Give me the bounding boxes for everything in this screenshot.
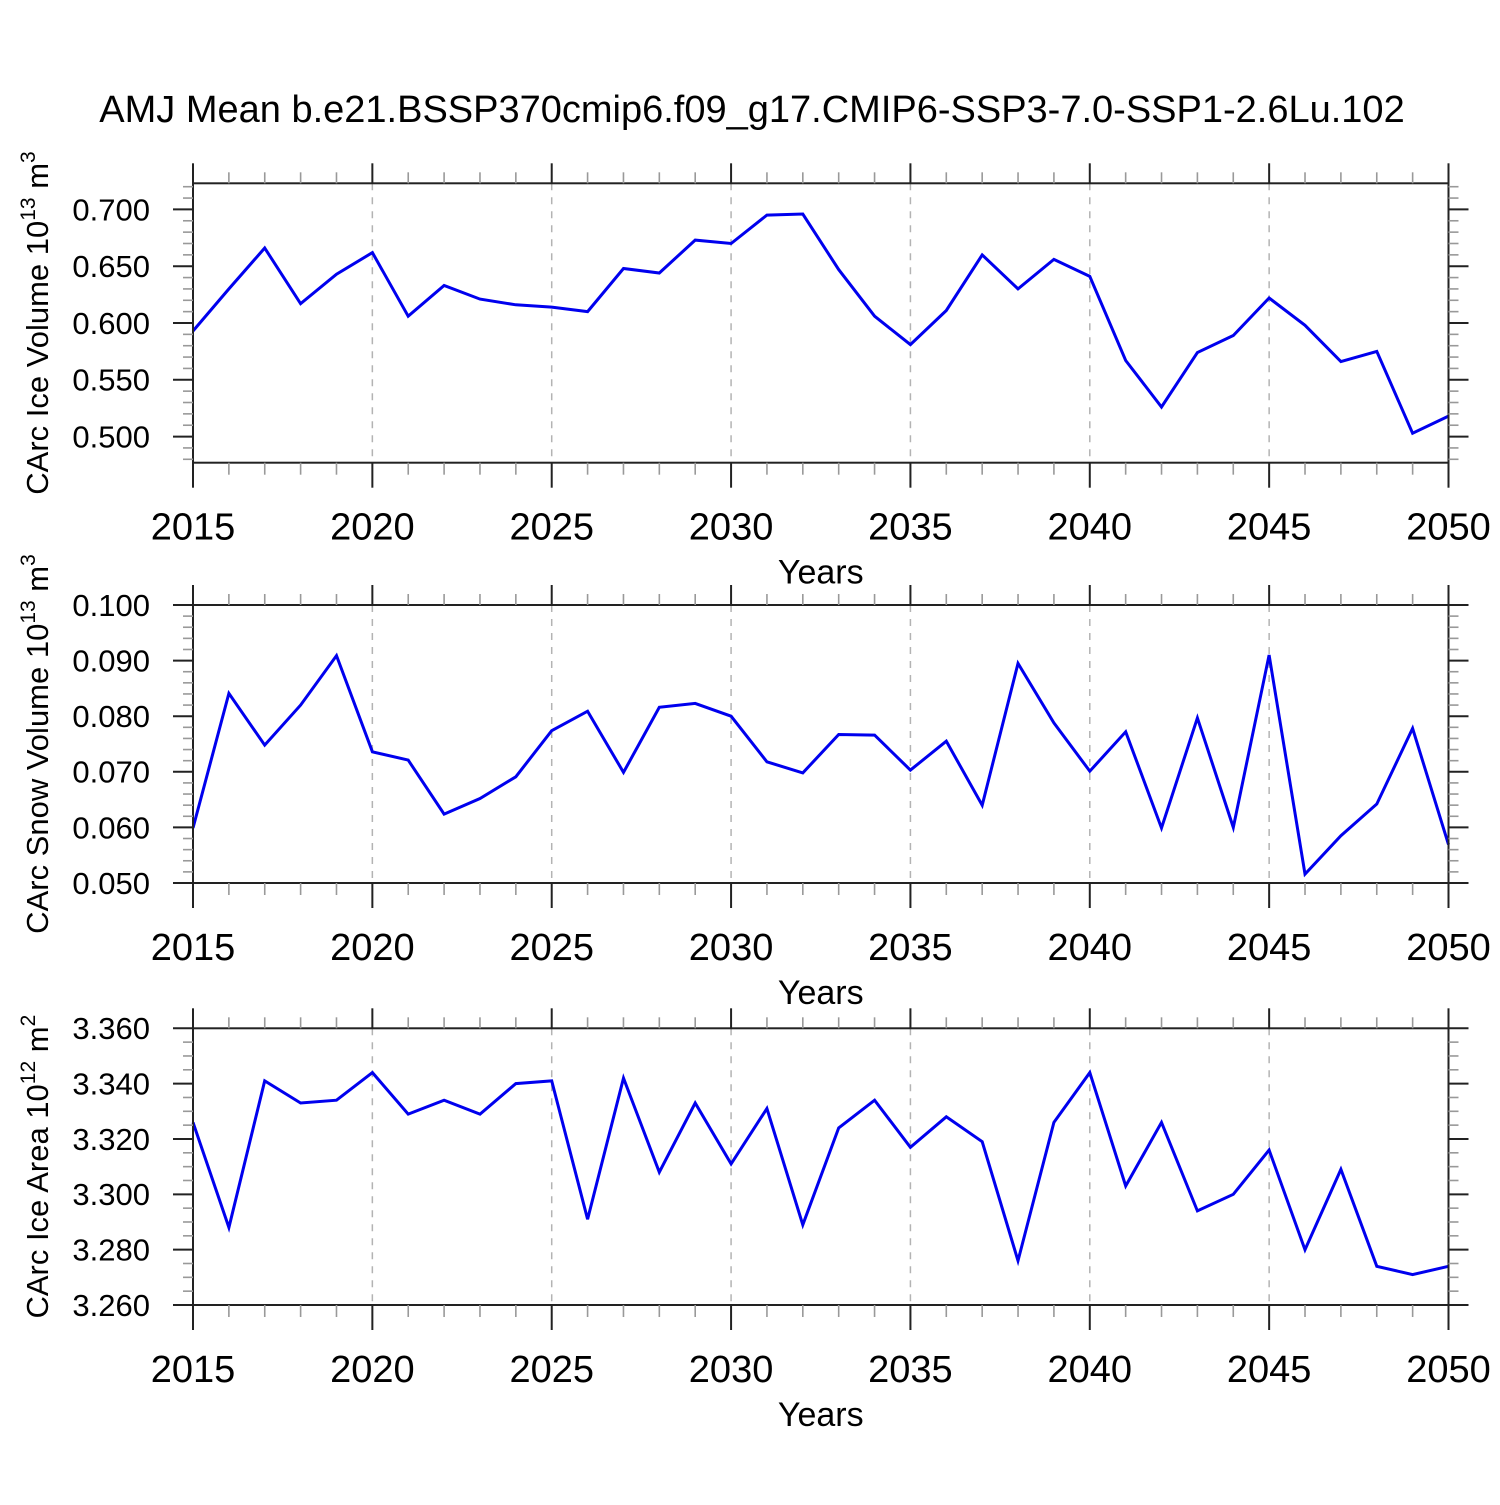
x-tick-label: 2015 bbox=[151, 507, 236, 549]
x-tick-label: 2040 bbox=[1048, 507, 1133, 549]
y-tick-label: 3.360 bbox=[72, 1011, 150, 1046]
x-tick-label: 2025 bbox=[509, 507, 594, 549]
y-axis-title-text: CArc Snow Volume 10 bbox=[20, 624, 55, 934]
carc-ice-volume-series-line bbox=[191, 212, 1450, 436]
chart-title: AMJ Mean b.e21.BSSP370cmip6.f09_g17.CMIP… bbox=[99, 89, 1404, 131]
carc-ice-area-series-line bbox=[191, 1069, 1449, 1277]
y-tick-label: 0.060 bbox=[72, 810, 150, 845]
y-axis-title-text: m bbox=[20, 1026, 55, 1060]
x-tick-label: 2030 bbox=[689, 1349, 774, 1391]
y-tick-label: 0.070 bbox=[72, 755, 150, 790]
x-axis-title: Years bbox=[778, 974, 864, 1012]
y-tick-label: 0.050 bbox=[72, 866, 150, 901]
panel-carc-ice-volume: 0.700 0.650 0.600 0.550 0.500 2015 2020 2025 203… bbox=[17, 151, 1491, 591]
x-tick-label: 2045 bbox=[1227, 507, 1312, 549]
x-tick-label: 2015 bbox=[151, 927, 236, 969]
y-axis-title-superscript: 13 bbox=[17, 600, 40, 623]
x-tick-label: 2050 bbox=[1406, 507, 1491, 549]
y-axis-title: CArc Ice Area 1012 m2 bbox=[17, 1015, 55, 1319]
panel-frame bbox=[192, 604, 1450, 884]
x-tick-label: 2020 bbox=[330, 507, 415, 549]
x-tick-label: 2045 bbox=[1227, 1349, 1312, 1391]
panel-frame bbox=[192, 1027, 1450, 1307]
y-axis-title-text: CArc Ice Area 10 bbox=[20, 1084, 55, 1318]
y-tick-label: 0.090 bbox=[72, 643, 150, 678]
y-tick-label: 3.280 bbox=[72, 1233, 150, 1268]
x-tick-label: 2040 bbox=[1048, 1349, 1133, 1391]
y-axis-title-superscript: 2 bbox=[17, 1015, 40, 1027]
panels-container: 0.700 0.650 0.600 0.550 0.500 2015 2020 2025 203… bbox=[17, 151, 1491, 1434]
y-axis-title-text: m bbox=[20, 566, 55, 600]
y-axis-title-superscript: 13 bbox=[17, 197, 40, 220]
y-tick-label: 0.650 bbox=[72, 249, 150, 284]
y-tick-label: 3.340 bbox=[72, 1066, 150, 1101]
x-tick-label: 2025 bbox=[509, 1349, 594, 1391]
x-axis-title: Years bbox=[778, 1396, 864, 1434]
x-tick-label: 2035 bbox=[868, 507, 953, 549]
y-axis-title-superscript: 3 bbox=[17, 554, 40, 566]
y-axis-title-superscript: 3 bbox=[17, 151, 40, 163]
x-tick-label: 2015 bbox=[151, 1349, 236, 1391]
y-tick-label: 0.080 bbox=[72, 699, 150, 734]
x-tick-label: 2030 bbox=[689, 507, 774, 549]
carc-snow-volume-series-line bbox=[191, 652, 1450, 878]
y-axis-title-text: m bbox=[20, 163, 55, 197]
x-tick-label: 2050 bbox=[1406, 1349, 1491, 1391]
y-axis-title: CArc Snow Volume 1013 m3 bbox=[17, 554, 55, 934]
y-tick-label: 0.600 bbox=[72, 306, 150, 341]
y-tick-label: 3.320 bbox=[72, 1122, 150, 1157]
x-tick-label: 2025 bbox=[509, 927, 594, 969]
x-tick-label: 2020 bbox=[330, 1349, 415, 1391]
y-tick-label: 0.500 bbox=[72, 419, 150, 454]
x-tick-label: 2035 bbox=[868, 1349, 953, 1391]
y-tick-label: 3.300 bbox=[72, 1177, 150, 1212]
x-axis-title: Years bbox=[778, 554, 864, 592]
y-axis-title-superscript: 12 bbox=[17, 1061, 40, 1084]
y-tick-label: 0.700 bbox=[72, 192, 150, 227]
y-tick-label: 3.260 bbox=[72, 1288, 150, 1323]
y-tick-label: 0.550 bbox=[72, 363, 150, 398]
x-tick-label: 2030 bbox=[689, 927, 774, 969]
y-axis-title: CArc Ice Volume 1013 m3 bbox=[17, 151, 55, 494]
x-tick-label: 2050 bbox=[1406, 927, 1491, 969]
x-tick-label: 2020 bbox=[330, 927, 415, 969]
panel-frame bbox=[192, 182, 1450, 464]
x-tick-label: 2045 bbox=[1227, 927, 1312, 969]
y-tick-label: 0.100 bbox=[72, 588, 150, 623]
x-tick-label: 2035 bbox=[868, 927, 953, 969]
y-axis-title-text: CArc Ice Volume 10 bbox=[20, 221, 55, 495]
x-tick-label: 2040 bbox=[1048, 927, 1133, 969]
